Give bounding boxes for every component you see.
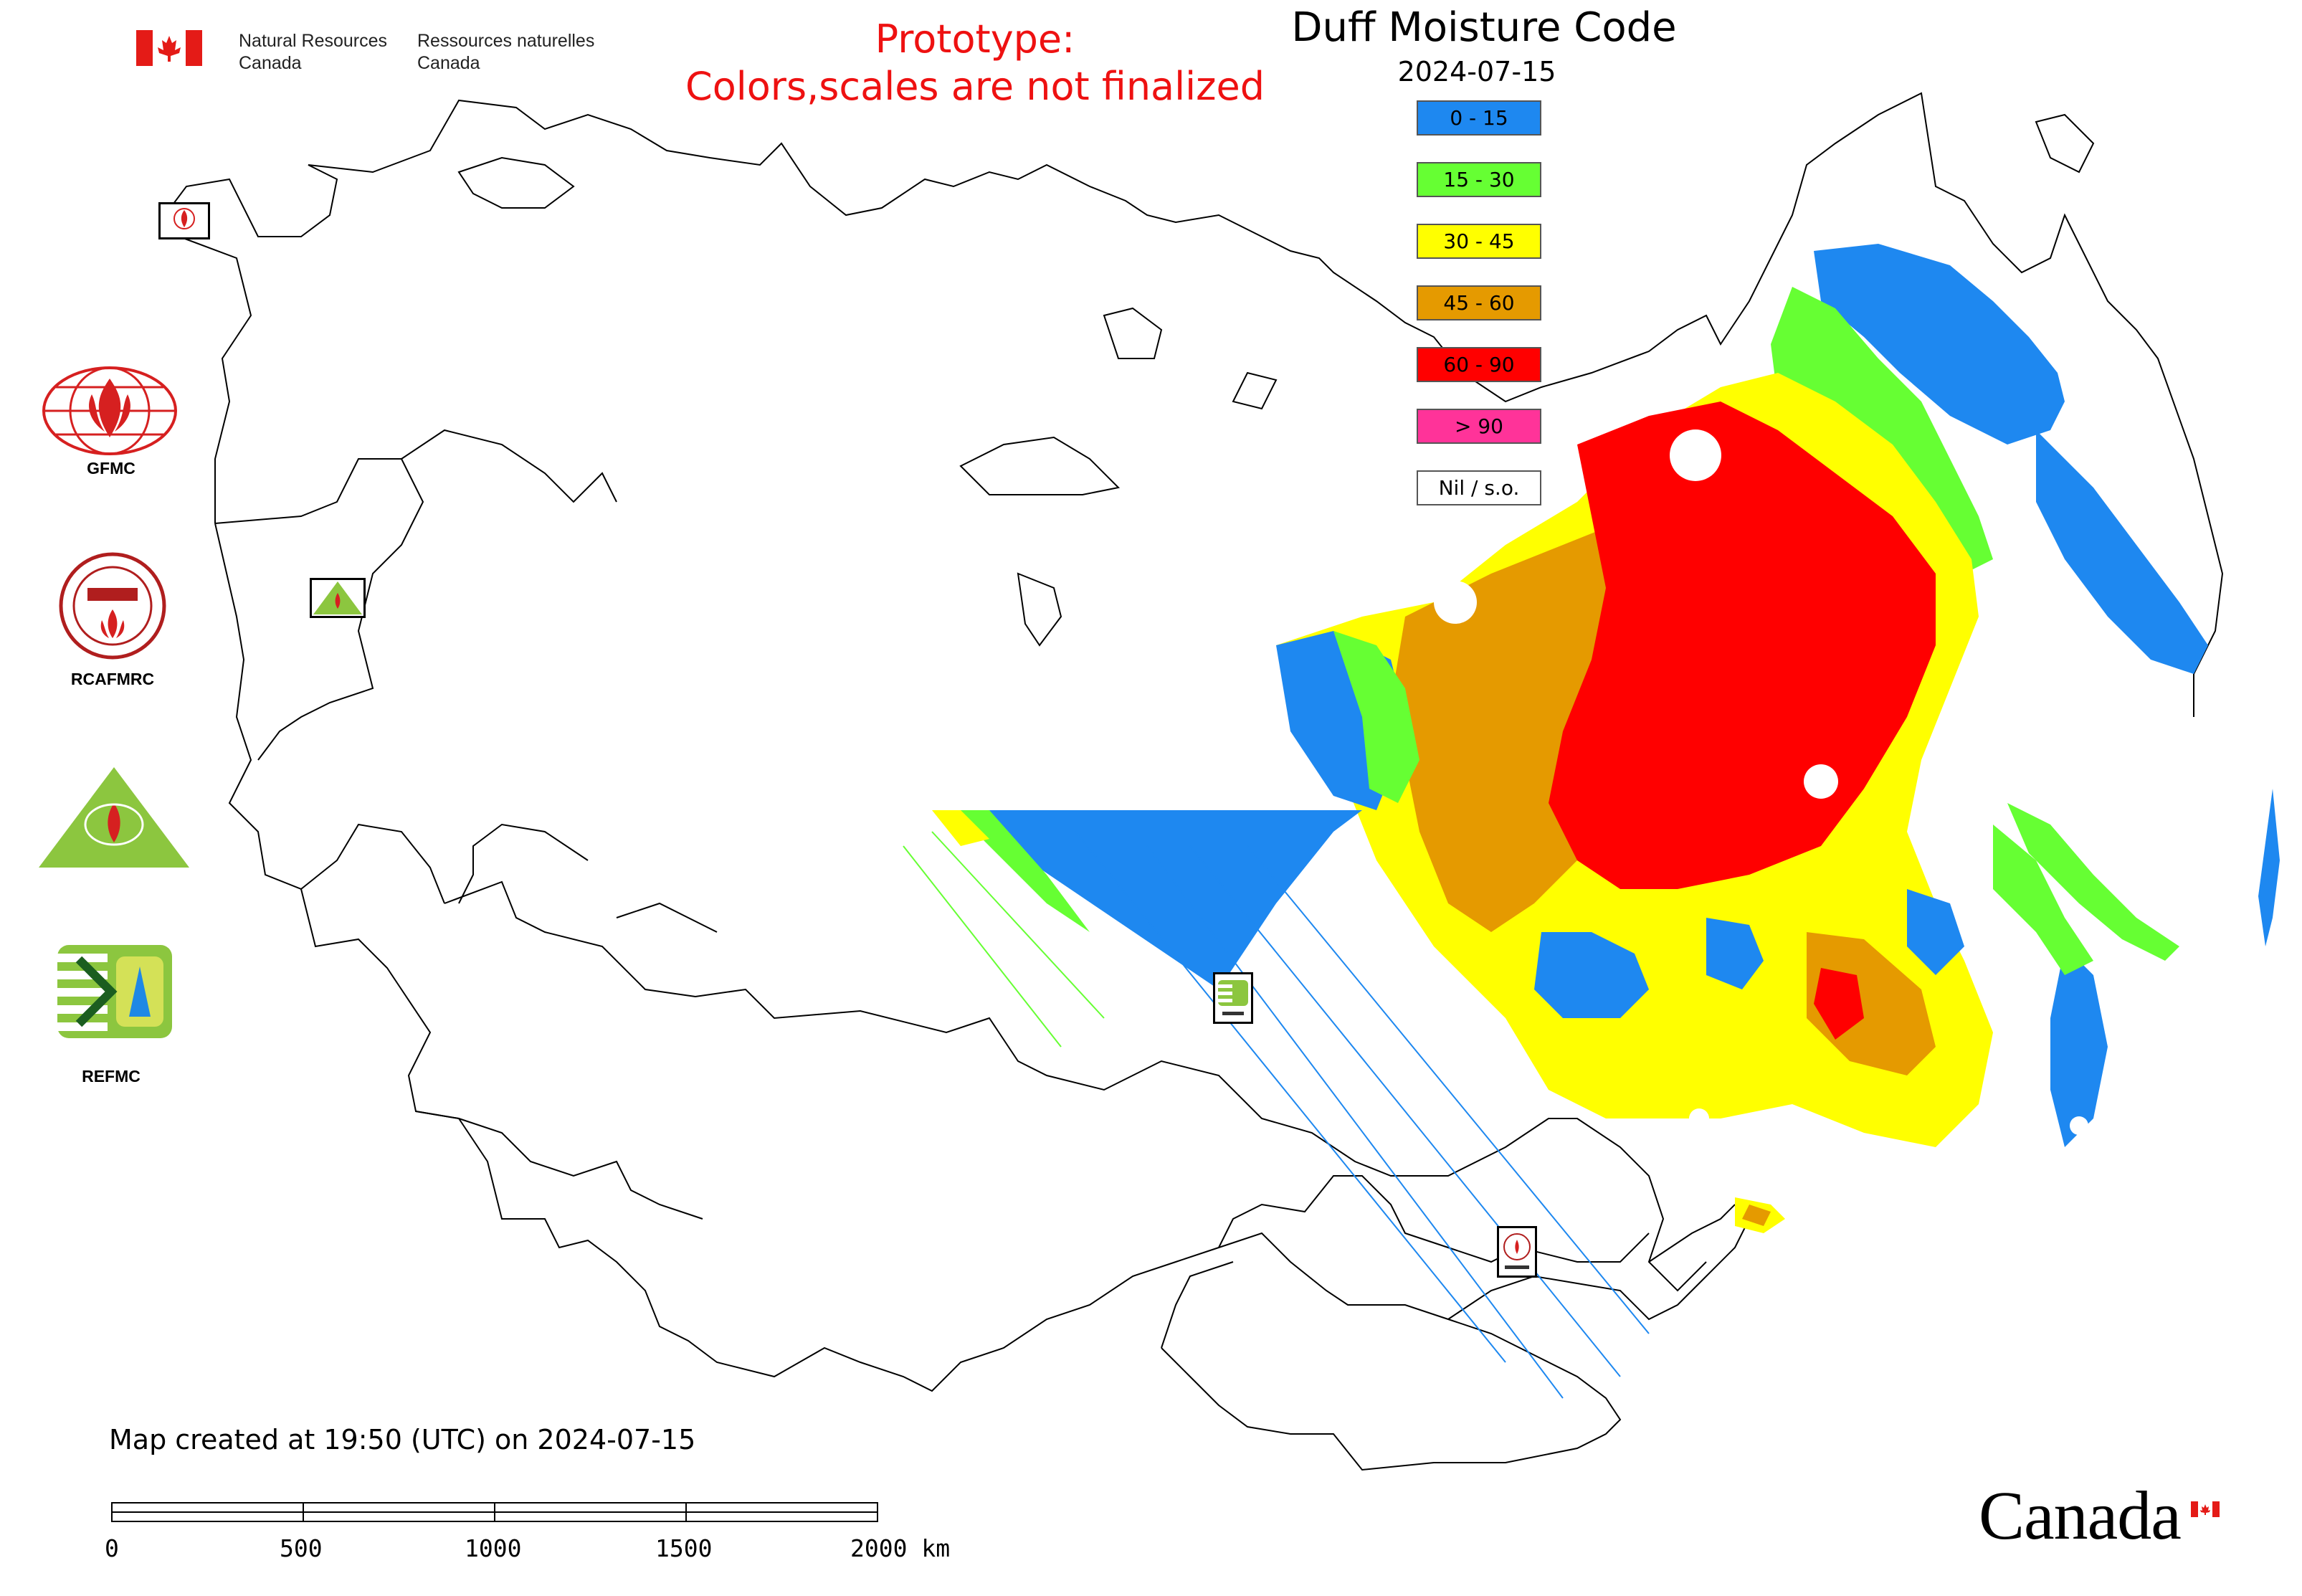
- refmc-marker: [1213, 972, 1253, 1024]
- legend-item-30-45: 30 - 45: [1417, 224, 1541, 259]
- scale-label-500: 500: [280, 1534, 323, 1562]
- scale-label-1000: 1000: [465, 1534, 522, 1562]
- canada-wordmark-flag-icon: [2191, 1501, 2220, 1517]
- legend-item-60-90: 60 - 90: [1417, 347, 1541, 382]
- rcafmrc-caption: RCAFMRC: [70, 670, 155, 688]
- swath-streaks-green: [903, 831, 1105, 1048]
- refmc-caption: REFMC: [82, 1067, 141, 1086]
- legend-item-15-30: 15 - 30: [1417, 162, 1541, 197]
- refmc-logo: [57, 945, 172, 1038]
- scale-bar-graphic: [111, 1502, 878, 1522]
- legend-item-gt-90: > 90: [1417, 409, 1541, 444]
- gfmc-logo: [42, 366, 178, 456]
- org-name-fr: Ressources naturelles Canada: [417, 31, 595, 73]
- rcafmrc-marker: [1497, 1226, 1537, 1278]
- scale-label-1500: 1500: [655, 1534, 713, 1562]
- swath-streaks: [1075, 831, 1650, 1399]
- legend-item-nil: Nil / s.o.: [1417, 470, 1541, 505]
- gfmc-caption: GFMC: [87, 459, 135, 478]
- created-timestamp: Map created at 19:50 (UTC) on 2024-07-15: [109, 1424, 696, 1455]
- scale-label-0: 0: [105, 1534, 119, 1562]
- prototype-warning: Prototype: Colors,scales are not finaliz…: [685, 16, 1265, 109]
- dmc-raster: [932, 244, 2280, 1233]
- map-date: 2024-07-15: [1397, 56, 1556, 87]
- canada-wordmark: Canada: [1979, 1477, 2182, 1554]
- map-title: Duff Moisture Code: [1291, 4, 1677, 51]
- country-boundaries: [163, 92, 2224, 1471]
- org-name-en: Natural Resources Canada: [239, 31, 388, 73]
- scale-label-2000: 2000 km: [850, 1534, 951, 1562]
- rcafmrc-logo: [59, 552, 166, 660]
- reefmc-logo: [39, 767, 189, 868]
- canada-flag-icon: [136, 30, 202, 66]
- gfmc-marker: [158, 202, 210, 239]
- legend-item-0-15: 0 - 15: [1417, 100, 1541, 136]
- reefmc-marker: [310, 578, 366, 618]
- legend-item-45-60: 45 - 60: [1417, 285, 1541, 320]
